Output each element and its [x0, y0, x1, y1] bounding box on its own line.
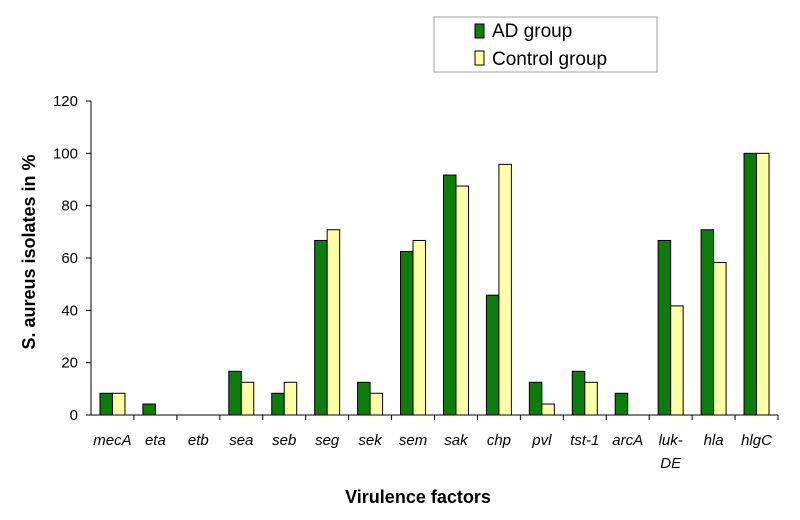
legend-label-control-group: Control group — [492, 49, 607, 70]
bar-ad-group-seg — [314, 239, 328, 416]
y-tick-label: 100 — [53, 145, 78, 162]
x-category-label: hla — [704, 432, 724, 449]
x-category-label: sak — [444, 432, 469, 449]
y-axis-title: S. aureus isolates in % — [19, 154, 39, 349]
bar-ad-group-seb — [271, 392, 285, 416]
bar-control-group-hla — [713, 261, 727, 416]
x-category-label: luk-DE — [659, 432, 683, 472]
x-category-label: tst-1 — [570, 432, 599, 449]
bar-ad-group-meca — [99, 392, 113, 416]
bar-control-group-seg — [326, 229, 341, 416]
bar-ad-group-hlgc — [743, 152, 758, 416]
x-category-label: sea — [229, 432, 253, 449]
x-category-label: chp — [487, 432, 511, 449]
bar-control-group-sek — [369, 392, 384, 416]
legend-swatch-control-group — [474, 50, 485, 66]
y-tick-label: 60 — [61, 250, 78, 267]
y-tick-label: 80 — [61, 198, 78, 215]
x-category-label: seg — [315, 432, 340, 449]
bar-ad-group-arca — [614, 392, 629, 416]
bar-ad-group-eta — [142, 403, 156, 416]
bar-ad-group-sem — [400, 250, 414, 416]
bar-ad-group-hla — [700, 229, 715, 416]
bar-control-group-tst-1 — [584, 381, 598, 416]
x-category-label: eta — [145, 432, 166, 449]
x-category-label: pvl — [531, 432, 552, 449]
y-tick-label: 0 — [70, 407, 78, 424]
y-axis: 0 20 40 60 80 100 120 — [53, 93, 92, 424]
bar-control-group-hlgc — [756, 152, 770, 416]
bar-ad-group-pvl — [528, 381, 543, 416]
x-category-label: mecA — [93, 432, 131, 449]
bar-ad-group-tst-1 — [571, 370, 586, 416]
bar-ad-group-sea — [228, 370, 242, 416]
legend-label-ad-group: AD group — [492, 21, 572, 42]
legend-box — [433, 16, 658, 73]
x-category-label: hlgC — [741, 432, 772, 449]
x-axis: mecA eta etb sea seb seg sek sem sak chp pvl tst-1 a… — [91, 414, 779, 472]
bar-control-group-sem — [412, 239, 427, 416]
x-category-label: etb — [188, 432, 209, 449]
legend: AD group Control group — [433, 16, 658, 73]
bar-control-group-sea — [240, 381, 255, 416]
x-category-label: arcA — [612, 432, 643, 449]
bar-control-group-meca — [111, 392, 126, 416]
bar-ad-group-chp — [485, 294, 500, 416]
bar-ad-group-sek — [357, 381, 371, 416]
x-category-label: sem — [399, 432, 427, 449]
bar-ad-group-sak — [442, 174, 457, 416]
bar-control-group-sak — [455, 185, 469, 416]
y-tick-label: 20 — [61, 355, 78, 372]
x-category-label: seb — [272, 432, 296, 449]
legend-swatch-ad-group — [474, 23, 485, 39]
bar-control-group-luk-de — [670, 305, 684, 416]
bar-control-group-chp — [498, 163, 512, 416]
y-tick-label: 120 — [53, 93, 78, 110]
bar-ad-group-luk-de — [657, 239, 672, 416]
x-category-label: sek — [358, 432, 383, 449]
bars — [99, 152, 770, 416]
x-axis-title: Virulence factors — [345, 487, 491, 507]
bar-control-group-pvl — [541, 403, 555, 416]
y-tick-label: 40 — [61, 302, 78, 319]
bar-control-group-seb — [283, 381, 298, 416]
